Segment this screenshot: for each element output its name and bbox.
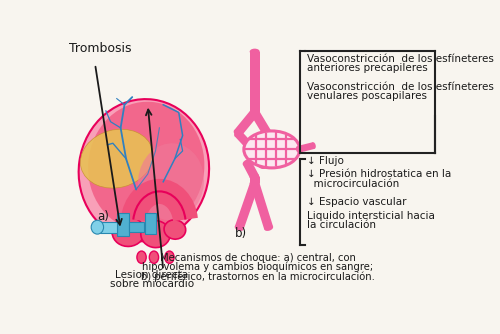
Ellipse shape: [150, 251, 158, 264]
Polygon shape: [234, 110, 258, 136]
Polygon shape: [234, 130, 250, 146]
Ellipse shape: [250, 180, 260, 186]
Ellipse shape: [244, 131, 300, 168]
Text: b): b): [234, 227, 246, 240]
Ellipse shape: [80, 129, 153, 188]
Polygon shape: [298, 142, 314, 153]
Text: Trombosis: Trombosis: [68, 42, 131, 55]
Polygon shape: [235, 182, 259, 229]
Text: anteriores precapileres: anteriores precapileres: [308, 63, 428, 73]
Ellipse shape: [141, 221, 170, 247]
Text: la circulación: la circulación: [308, 220, 376, 230]
Text: hipovolema y cambios bioquímicos en sangre;: hipovolema y cambios bioquímicos en sang…: [142, 262, 374, 272]
Ellipse shape: [138, 143, 204, 220]
Ellipse shape: [250, 109, 259, 116]
Ellipse shape: [264, 225, 273, 231]
Text: ↓ Presión hidrostatica en la: ↓ Presión hidrostatica en la: [308, 169, 452, 179]
Ellipse shape: [234, 130, 241, 137]
Text: Liquido intersticial hacia: Liquido intersticial hacia: [308, 211, 436, 221]
Polygon shape: [250, 177, 260, 183]
Text: ↓ Flujo: ↓ Flujo: [308, 156, 344, 166]
Ellipse shape: [250, 109, 258, 116]
Ellipse shape: [164, 220, 186, 239]
Text: b) periférico, trastornos en la microcirculación.: b) periférico, trastornos en la microcir…: [141, 271, 374, 282]
Text: a): a): [98, 210, 109, 223]
Ellipse shape: [234, 130, 241, 137]
Ellipse shape: [112, 217, 144, 246]
Ellipse shape: [264, 132, 273, 139]
Ellipse shape: [250, 174, 259, 180]
Ellipse shape: [258, 164, 266, 169]
Polygon shape: [258, 135, 273, 167]
Ellipse shape: [250, 180, 259, 186]
Polygon shape: [250, 110, 272, 138]
Ellipse shape: [250, 49, 260, 55]
Ellipse shape: [137, 251, 146, 264]
Ellipse shape: [244, 140, 250, 147]
Ellipse shape: [165, 251, 174, 264]
Ellipse shape: [250, 180, 259, 186]
Text: Mecanismos de choque: a) central, con: Mecanismos de choque: a) central, con: [160, 253, 356, 263]
Polygon shape: [250, 52, 260, 113]
Polygon shape: [250, 182, 273, 229]
Text: venulares poscapilares: venulares poscapilares: [308, 91, 428, 101]
Text: Vasoconstricción  de los esfíneteres: Vasoconstricción de los esfíneteres: [308, 54, 494, 64]
Ellipse shape: [88, 102, 204, 231]
Polygon shape: [144, 212, 156, 234]
Text: ↓ Espacio vascular: ↓ Espacio vascular: [308, 197, 407, 207]
Text: microcirculación: microcirculación: [308, 179, 400, 189]
Ellipse shape: [78, 99, 209, 241]
Ellipse shape: [296, 146, 300, 153]
Text: sobre miocardio: sobre miocardio: [110, 279, 194, 289]
Ellipse shape: [234, 225, 244, 231]
Polygon shape: [117, 212, 129, 236]
Ellipse shape: [264, 133, 273, 138]
Ellipse shape: [312, 142, 316, 149]
Polygon shape: [100, 222, 117, 232]
Text: Lesion directa: Lesion directa: [115, 270, 188, 280]
Polygon shape: [129, 222, 144, 232]
Polygon shape: [243, 160, 259, 179]
Ellipse shape: [91, 220, 104, 234]
Text: Vasoconstricción  de los esfíneteres: Vasoconstricción de los esfíneteres: [308, 81, 494, 92]
Ellipse shape: [242, 159, 252, 166]
Ellipse shape: [250, 174, 260, 180]
Ellipse shape: [250, 110, 260, 116]
